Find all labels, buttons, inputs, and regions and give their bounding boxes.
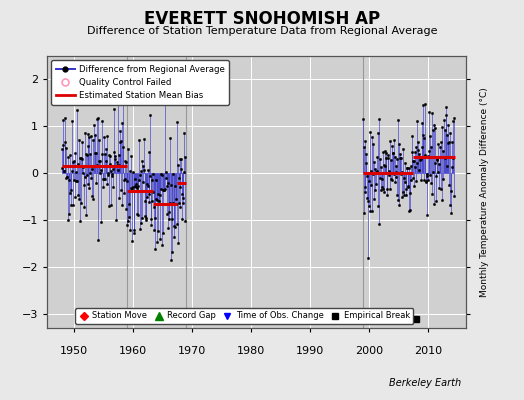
Text: 1980: 1980 (237, 346, 265, 356)
Text: 2010: 2010 (414, 346, 442, 356)
Legend: Station Move, Record Gap, Time of Obs. Change, Empirical Break: Station Move, Record Gap, Time of Obs. C… (75, 308, 413, 324)
Text: 2000: 2000 (355, 346, 383, 356)
Text: 1960: 1960 (119, 346, 147, 356)
Y-axis label: Monthly Temperature Anomaly Difference (°C): Monthly Temperature Anomaly Difference (… (479, 87, 488, 297)
Text: 1950: 1950 (60, 346, 88, 356)
Text: 1970: 1970 (178, 346, 206, 356)
Text: Berkeley Earth: Berkeley Earth (389, 378, 461, 388)
Text: EVERETT SNOHOMISH AP: EVERETT SNOHOMISH AP (144, 10, 380, 28)
Text: 1990: 1990 (296, 346, 324, 356)
Text: Difference of Station Temperature Data from Regional Average: Difference of Station Temperature Data f… (87, 26, 437, 36)
